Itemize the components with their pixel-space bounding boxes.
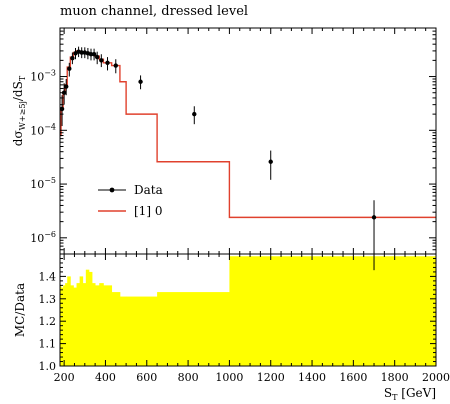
ratio-y-ticks-group xyxy=(60,253,436,367)
x-tick-label: 1800 xyxy=(381,371,409,384)
legend-label-mc: [1] 0 xyxy=(134,204,162,218)
data-points-group xyxy=(59,46,377,271)
main-frame xyxy=(59,27,437,255)
ratio-band-bin xyxy=(99,283,104,366)
y-tick-label-ratio: 1.4 xyxy=(39,270,57,283)
data-point xyxy=(79,50,84,55)
x-axis-label: ST [GeV] xyxy=(384,386,436,402)
ratio-band-bin xyxy=(79,276,84,366)
x-tick-label: 400 xyxy=(95,371,116,384)
y-axis-label-main: dσW+≥5j/dST xyxy=(11,75,27,146)
x-tick-label: 1000 xyxy=(215,371,243,384)
ratio-band-bin xyxy=(92,283,96,366)
data-point xyxy=(268,159,273,164)
y-tick-label-main: 10−6 xyxy=(30,230,56,245)
data-point xyxy=(94,54,100,60)
ratio-band-bin xyxy=(119,296,127,366)
data-point xyxy=(63,84,69,89)
ratio-band-bin xyxy=(70,285,74,366)
main-y-ticks-group xyxy=(60,27,436,255)
data-point xyxy=(192,111,197,117)
data-point xyxy=(59,106,65,112)
ratio-band-bin xyxy=(63,285,66,366)
ratio-frame xyxy=(59,253,437,367)
y-tick-label-main: 10−4 xyxy=(30,122,56,137)
ratio-band-bin xyxy=(157,292,230,366)
x-tick-label: 1400 xyxy=(298,371,326,384)
ratio-band-bin xyxy=(76,283,81,366)
ratio-band-group xyxy=(60,256,437,366)
ratio-band-bin xyxy=(229,256,437,366)
y-tick-label-ratio: 1.3 xyxy=(39,293,57,306)
data-point xyxy=(91,52,97,57)
ratio-band-bin xyxy=(95,285,100,366)
ratio-band-bin xyxy=(73,287,77,366)
plot-title: muon channel, dressed level xyxy=(60,4,249,19)
legend-marker-data-point xyxy=(109,187,115,193)
y-tick-label-ratio: 1.0 xyxy=(39,360,57,373)
data-point xyxy=(88,52,94,57)
data-point xyxy=(61,90,67,95)
data-point xyxy=(371,215,377,220)
data-point xyxy=(99,58,104,63)
y-tick-label-main: 10−3 xyxy=(30,69,56,84)
data-point xyxy=(70,55,75,61)
x-tick-label: 2000 xyxy=(422,371,450,384)
ratio-band-bin xyxy=(126,296,158,366)
y-tick-label-ratio: 1.1 xyxy=(39,338,57,351)
data-point xyxy=(138,79,143,84)
data-point xyxy=(67,66,72,71)
x-tick-label: 1200 xyxy=(257,371,285,384)
ratio-band-bin xyxy=(67,276,71,366)
ratio-band-bin xyxy=(82,283,87,366)
y-axis-label-ratio: MC/Data xyxy=(13,283,27,337)
x-ticks-group xyxy=(63,28,437,366)
ratio-band-bin xyxy=(88,271,93,366)
data-point xyxy=(105,60,110,66)
y-tick-label-ratio: 1.2 xyxy=(39,315,57,328)
legend-label-data: Data xyxy=(134,183,163,197)
y-tick-label-main: 10−5 xyxy=(30,176,56,191)
ratio-band-bin xyxy=(103,285,113,366)
x-tick-label: 800 xyxy=(178,371,199,384)
x-tick-label: 600 xyxy=(136,371,157,384)
ratio-band-bin xyxy=(61,287,64,366)
ratio-band-bin xyxy=(65,283,68,366)
data-point xyxy=(113,63,118,68)
x-tick-label: 200 xyxy=(54,371,75,384)
ratio-band-bin xyxy=(111,292,121,366)
mc-histogram-line xyxy=(60,50,436,219)
ratio-band-bin xyxy=(85,269,90,366)
x-tick-label: 1600 xyxy=(339,371,367,384)
